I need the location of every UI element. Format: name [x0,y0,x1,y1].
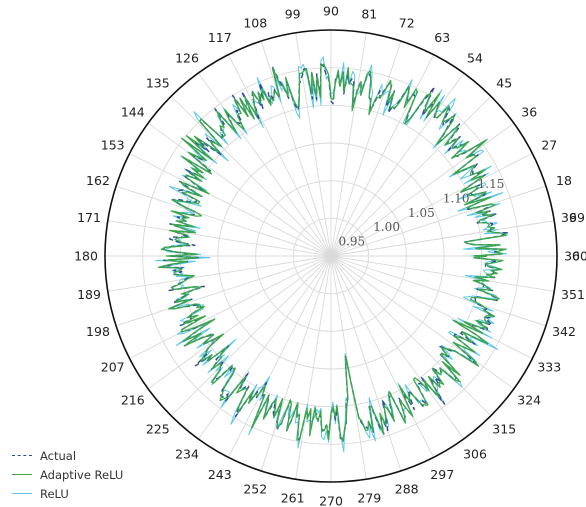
angular-grid-line [330,185,547,257]
angular-grid-line [260,40,332,257]
radial-tick-label: 0.95 [338,235,365,249]
angle-tick-label: 270 [319,494,343,507]
angle-tick-label: 36 [521,104,537,119]
angle-tick-label: 234 [175,447,199,462]
angular-grid-line [330,95,492,257]
polar-frame [104,29,558,483]
angle-tick-label: 54 [467,50,483,65]
angular-grid-line [227,54,332,257]
angular-grid-line [197,255,332,440]
angular-grid-line [129,255,332,360]
angle-tick-label: 297 [430,467,454,482]
angle-tick-label: 315 [492,422,516,437]
angular-grid-line [330,54,435,257]
angle-tick-label: 144 [121,104,145,119]
angular-grid-line [170,255,332,417]
angular-grid-line [107,255,332,292]
radial-tick-label: 1.15 [478,177,505,191]
angular-grid-line [330,40,402,257]
angle-tick-label: 108 [243,15,267,30]
angle-tick-label: 63 [434,30,450,45]
angle-tick-label: 135 [146,75,170,90]
angular-grid-line [330,255,465,440]
angle-tick-label: 225 [146,422,170,437]
angular-grid-line [115,255,332,327]
angular-grid-line [330,255,515,390]
angular-grid-line [147,255,332,390]
angle-tick-label: 261 [281,490,305,505]
angular-grid-line [107,220,332,257]
legend-swatch-actual [12,455,32,456]
angle-tick-label: 90 [323,4,339,19]
angle-tick-label: 99 [285,7,301,22]
legend-item-actual: Actual [12,446,123,465]
angle-tick-label: 126 [175,50,199,65]
angular-grid-line [147,122,332,257]
legend-item-relu: ReLU [12,484,123,503]
angular-grid-line [330,32,367,257]
angular-grid-line [295,255,332,480]
legend-label-actual: Actual [40,448,77,463]
legend-swatch-relu [12,493,32,494]
angle-tick-label: 0 [572,249,580,264]
angular-grid-line [330,152,533,257]
angle-tick-label: 216 [121,393,145,408]
angular-grid-line [330,255,547,327]
angular-grid-line [330,72,465,257]
angle-tick-label: 207 [101,360,125,375]
angular-grid-line [295,32,332,257]
angle-tick-label: 45 [496,75,512,90]
angular-grid-line [115,185,332,257]
angle-tick-label: 198 [86,324,110,339]
legend-swatch-adaptive-relu [12,474,32,475]
angular-grid-line [330,255,555,292]
angular-grid-line [330,255,402,472]
angular-grid-line [330,255,367,480]
angle-tick-label: 171 [77,210,101,225]
angle-tick-label: 243 [208,467,232,482]
angle-tick-label: 162 [86,173,110,188]
angle-tick-label: 333 [537,360,561,375]
angular-grid-line [330,255,492,417]
angle-tick-label: 9 [569,210,577,225]
angular-grid-line [197,72,332,257]
angle-tick-label: 306 [463,447,487,462]
angular-grid-line [129,152,332,257]
series-line-adaptive-relu [157,63,507,443]
angle-tick-label: 351 [561,287,585,302]
angular-grid-line [170,95,332,257]
angle-tick-label: 360 [564,249,586,264]
angle-tick-label: 72 [399,15,415,30]
radial-tick-label: 1.00 [373,220,400,234]
angular-grid-line [330,122,515,257]
legend-label-relu: ReLU [40,486,69,501]
angle-tick-label: 81 [361,7,377,22]
angle-tick-label: 288 [395,482,419,497]
angle-tick-label: 279 [357,490,381,505]
angle-tick-label: 324 [517,393,541,408]
angular-grid-line [227,255,332,458]
legend-item-adaptive-relu: Adaptive ReLU [12,465,123,484]
angle-tick-label: 252 [243,482,267,497]
radial-tick-label: 1.10 [443,191,470,205]
legend-label-adaptive-relu: Adaptive ReLU [40,467,124,482]
angle-tick-label: 189 [77,287,101,302]
angle-tick-label: 180 [74,249,98,264]
legend: Actual Adaptive ReLU ReLU [12,446,123,503]
angular-grid-line [330,255,533,360]
angular-grid-line [260,255,332,472]
angle-tick-label: 342 [552,324,576,339]
angle-tick-label: 369 [561,210,585,225]
angular-grid-line [330,220,555,257]
angular-grid-line [330,255,435,458]
angle-tick-label: 27 [541,137,557,152]
angle-tick-label: 153 [101,137,125,152]
angle-tick-label: 18 [556,173,572,188]
radial-tick-label: 1.05 [408,206,435,220]
angle-tick-label: 117 [208,30,232,45]
